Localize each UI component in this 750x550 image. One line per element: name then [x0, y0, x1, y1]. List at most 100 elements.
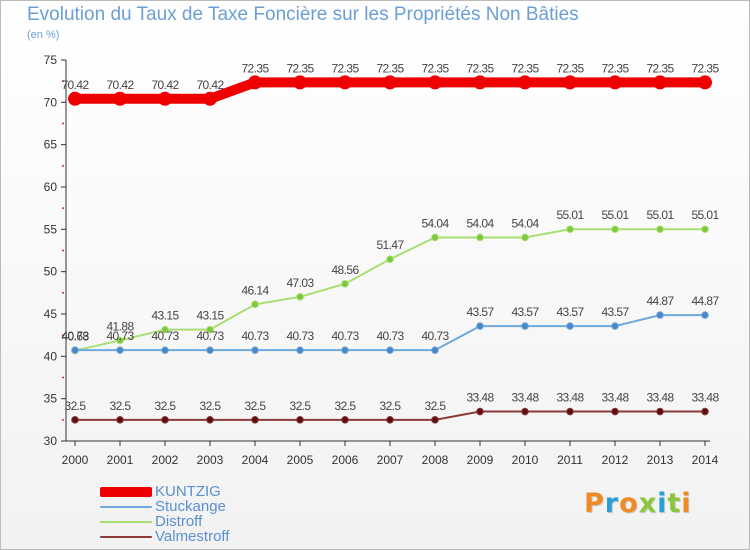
- data-label-distroff: 54.04: [421, 216, 449, 230]
- data-point-kuntzig: [248, 75, 262, 90]
- data-label-stuckange: 40.73: [106, 329, 134, 343]
- y-tick-label: 65: [44, 138, 58, 152]
- data-label-distroff: 41.88: [106, 319, 134, 333]
- data-label-kuntzig: 72.35: [691, 61, 719, 75]
- y-minor-tick: [62, 164, 64, 167]
- y-minor-tick: [62, 122, 64, 125]
- y-minor-tick: [62, 418, 64, 421]
- data-label-distroff: 51.47: [376, 238, 404, 252]
- data-label-valmestroff: 33.48: [601, 391, 629, 405]
- data-label-valmestroff: 32.5: [65, 399, 87, 413]
- data-point-distroff: [341, 280, 349, 288]
- data-point-kuntzig: [518, 75, 532, 90]
- data-point-kuntzig: [608, 75, 622, 90]
- data-point-valmestroff: [161, 416, 169, 424]
- data-label-kuntzig: 72.35: [556, 61, 584, 75]
- data-point-kuntzig: [428, 75, 442, 90]
- data-point-stuckange: [521, 322, 529, 330]
- data-point-kuntzig: [293, 75, 307, 90]
- data-point-stuckange: [566, 322, 574, 330]
- data-point-distroff: [386, 255, 394, 264]
- data-label-stuckange: 44.87: [691, 294, 719, 308]
- data-label-stuckange: 40.73: [151, 329, 179, 343]
- y-minor-tick: [62, 291, 64, 294]
- data-label-valmestroff: 32.5: [380, 399, 402, 413]
- data-label-valmestroff: 33.48: [511, 391, 539, 405]
- logo-letter: x: [638, 488, 658, 519]
- x-tick-label: 2002: [152, 453, 179, 467]
- data-point-valmestroff: [251, 416, 259, 424]
- legend-swatch-kuntzig: [100, 486, 152, 497]
- data-point-distroff: [701, 225, 709, 234]
- logo-letter: P: [584, 488, 605, 519]
- legend-label-kuntzig: KUNTZIG: [155, 483, 221, 500]
- data-point-stuckange: [71, 346, 79, 354]
- data-label-valmestroff: 33.48: [556, 391, 584, 405]
- data-label-distroff: 48.56: [331, 263, 359, 277]
- data-label-valmestroff: 32.5: [335, 399, 357, 413]
- data-point-valmestroff: [566, 407, 574, 416]
- data-point-valmestroff: [386, 416, 394, 424]
- data-label-kuntzig: 72.35: [241, 61, 269, 75]
- data-point-valmestroff: [476, 407, 484, 416]
- legend-swatch-distroff: [100, 520, 152, 523]
- data-label-valmestroff: 33.48: [646, 391, 674, 405]
- legend-item-kuntzig: KUNTZIG: [100, 484, 229, 499]
- data-label-kuntzig: 70.42: [106, 78, 134, 92]
- y-minor-tick: [62, 249, 64, 252]
- data-label-distroff: 46.14: [241, 283, 269, 297]
- data-point-kuntzig: [653, 75, 667, 90]
- data-point-kuntzig: [113, 91, 127, 106]
- legend-label-stuckange: Stuckange: [155, 498, 226, 515]
- x-tick-label: 2008: [422, 453, 449, 467]
- data-label-stuckange: 44.87: [646, 294, 674, 308]
- data-point-valmestroff: [296, 416, 304, 424]
- data-point-stuckange: [431, 346, 439, 354]
- chart-legend: KUNTZIG Stuckange Distroff Valmestroff: [100, 484, 229, 544]
- data-point-distroff: [296, 293, 304, 301]
- data-point-distroff: [611, 225, 619, 234]
- x-tick-label: 2010: [512, 453, 539, 467]
- data-label-distroff: 54.04: [466, 216, 494, 230]
- data-point-kuntzig: [158, 91, 172, 106]
- data-label-kuntzig: 72.35: [331, 61, 359, 75]
- data-label-distroff: 55.01: [691, 208, 719, 222]
- data-label-stuckange: 40.73: [376, 329, 404, 343]
- data-label-stuckange: 43.57: [466, 305, 494, 319]
- data-label-stuckange: 40.73: [241, 329, 269, 343]
- x-tick-label: 2007: [377, 453, 404, 467]
- data-point-kuntzig: [338, 75, 352, 90]
- data-point-distroff: [476, 233, 484, 242]
- data-label-kuntzig: 72.35: [466, 61, 494, 75]
- data-point-valmestroff: [71, 416, 79, 424]
- data-label-kuntzig: 72.35: [601, 61, 629, 75]
- data-label-stuckange: 40.73: [286, 329, 314, 343]
- data-label-distroff: 43.15: [151, 309, 179, 323]
- data-label-kuntzig: 72.35: [376, 61, 404, 75]
- data-point-kuntzig: [698, 75, 712, 90]
- data-point-distroff: [566, 225, 574, 234]
- data-label-valmestroff: 32.5: [245, 399, 267, 413]
- y-minor-tick: [62, 207, 64, 210]
- data-label-kuntzig: 72.35: [511, 61, 539, 75]
- data-point-distroff: [431, 233, 439, 242]
- data-label-valmestroff: 32.5: [200, 399, 222, 413]
- data-point-kuntzig: [383, 75, 397, 90]
- x-tick-label: 2014: [692, 453, 719, 467]
- data-label-valmestroff: 32.5: [110, 399, 132, 413]
- x-tick-label: 2012: [602, 453, 629, 467]
- data-point-distroff: [656, 225, 664, 234]
- data-label-valmestroff: 33.48: [691, 391, 719, 405]
- y-minor-tick: [62, 334, 64, 337]
- data-label-kuntzig: 70.42: [61, 78, 89, 92]
- data-label-kuntzig: 70.42: [151, 78, 179, 92]
- data-point-kuntzig: [203, 91, 217, 106]
- proxiti-logo: Proxiti: [584, 488, 692, 519]
- y-tick-label: 45: [44, 307, 58, 321]
- data-point-distroff: [251, 300, 259, 309]
- chart-title: Evolution du Taux de Taxe Foncière sur l…: [27, 4, 579, 25]
- data-label-distroff: 54.04: [511, 216, 539, 230]
- data-label-valmestroff: 32.5: [155, 399, 177, 413]
- data-label-distroff: 40.68: [61, 330, 89, 344]
- x-tick-label: 2006: [332, 453, 359, 467]
